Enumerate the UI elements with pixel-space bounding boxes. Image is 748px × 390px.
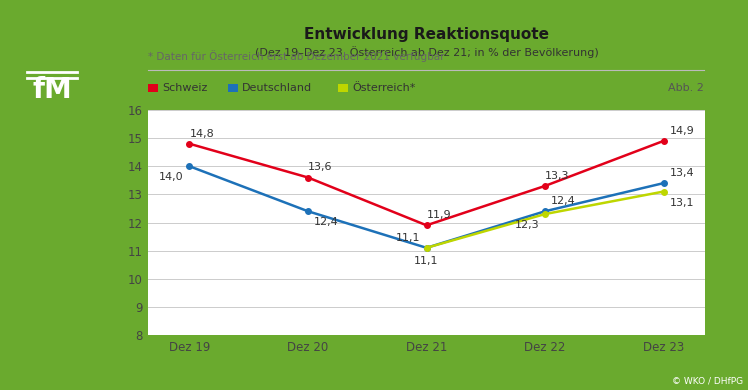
Text: Abb. 2: Abb. 2 [668, 83, 704, 93]
Text: 12,4: 12,4 [551, 196, 576, 206]
Text: Österreich*: Österreich* [352, 83, 415, 93]
Text: 14,9: 14,9 [669, 126, 694, 136]
Text: 13,3: 13,3 [545, 171, 569, 181]
Text: 11,1: 11,1 [396, 233, 420, 243]
Text: 13,1: 13,1 [669, 198, 694, 208]
Text: Schweiz: Schweiz [162, 83, 207, 93]
Text: 11,9: 11,9 [426, 210, 451, 220]
Text: 13,6: 13,6 [308, 163, 333, 172]
Text: 14,0: 14,0 [159, 172, 183, 183]
Text: 12,3: 12,3 [515, 220, 539, 230]
Text: fM: fM [32, 76, 72, 104]
Text: Deutschland: Deutschland [242, 83, 312, 93]
Text: © WKO / DHfPG: © WKO / DHfPG [672, 376, 743, 385]
Text: * Daten für Österreich erst ab Dezember 2021 verfügbar: * Daten für Österreich erst ab Dezember … [148, 50, 444, 62]
Text: Entwicklung Reaktionsquote: Entwicklung Reaktionsquote [304, 27, 549, 41]
Text: 12,4: 12,4 [314, 218, 339, 227]
Text: 14,8: 14,8 [189, 129, 214, 139]
Text: 11,1: 11,1 [414, 256, 439, 266]
Text: 13,4: 13,4 [669, 168, 694, 178]
Text: (Dez 19–Dez 23, Österreich ab Dez 21; in % der Bevölkerung): (Dez 19–Dez 23, Österreich ab Dez 21; in… [254, 46, 598, 58]
